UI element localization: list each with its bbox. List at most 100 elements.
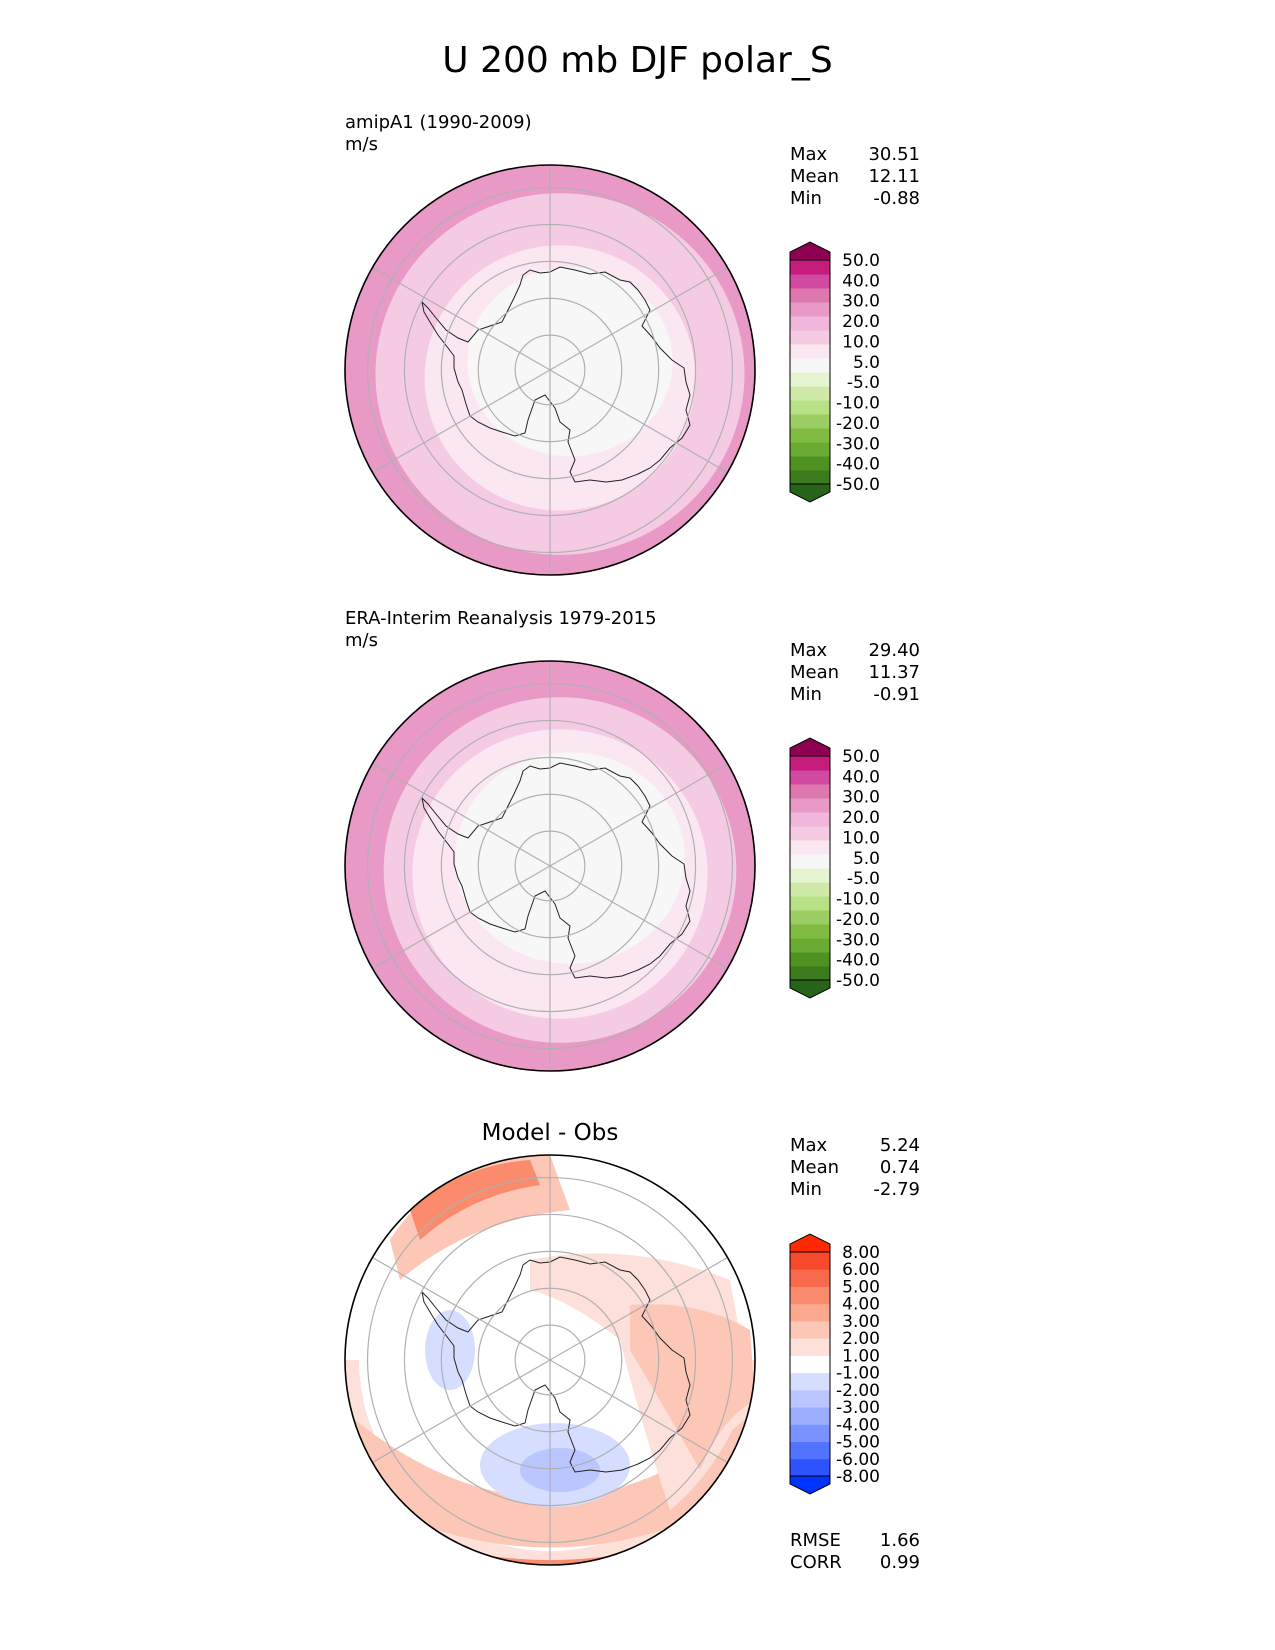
panel-3-meridian — [549, 1359, 728, 1464]
panel-3-colorbar-segment — [790, 1355, 830, 1374]
panel-1-meridian — [549, 369, 728, 474]
panel-3-metric-rmse: RMSE 1.66 — [790, 1530, 920, 1552]
panel-3-positive-south — [345, 1420, 755, 1548]
panel-1-colorbar-segment — [790, 316, 830, 331]
panel-2-colorbar-segment — [790, 910, 830, 925]
panel-2-colorbar-frame — [789, 755, 831, 981]
panel-2-colorbar-tick-label: -30.0 — [836, 930, 880, 950]
panel-3-difference-map — [344, 1154, 756, 1566]
panel-2-colorbar-tick-label: -40.0 — [836, 951, 880, 971]
panel-3-stat-min-label: Min — [790, 1179, 822, 1200]
panel-1-colorbar-segment — [790, 386, 830, 401]
panel-3-colorbar: -8.00-6.00-5.00-4.00-3.00-2.00-1.001.002… — [789, 1233, 880, 1495]
panel-3-graticule — [366, 1155, 734, 1565]
panel-2-stat-max-label: Max — [790, 640, 828, 661]
panel-2-stat-max-value: 29.40 — [868, 640, 920, 661]
panel-3-metric-corr-label: CORR — [790, 1552, 842, 1573]
panel-3-colorbar-tick-label: 1.00 — [842, 1346, 880, 1366]
panel-2-stat-max: Max 29.40 — [790, 640, 920, 662]
panel-1-colorbar-segment — [790, 470, 830, 485]
panel-1-map-boundary — [344, 164, 756, 576]
panel-3-colorbar-tick-label: 4.00 — [842, 1295, 880, 1315]
panel-3-metric-rmse-label: RMSE — [790, 1530, 841, 1551]
panel-1-stat-max-value: 30.51 — [868, 144, 920, 165]
panel-2-colorbar-segment — [790, 896, 830, 911]
panel-1-stats: Max 30.51 Mean 12.11 Min -0.88 — [790, 144, 920, 210]
panel-3-stat-mean-value: 0.74 — [879, 1157, 920, 1178]
panel-1-colorbar-segment — [790, 330, 830, 345]
panel-2-colorbar-tick-label: -20.0 — [836, 910, 880, 930]
panel-3-stats: Max 5.24 Mean 0.74 Min -2.79 — [790, 1135, 920, 1201]
panel-3-meridian — [372, 1359, 551, 1464]
panel-1-colorbar-tick-label: 20.0 — [842, 312, 880, 332]
panel-2-colorbar-segment — [790, 784, 830, 799]
panel-2-colorbar-segment — [790, 770, 830, 785]
panel-1-colorbar-extend-low — [789, 483, 831, 503]
panel-2-label: ERA-Interim Reanalysis 1979-2015 m/s — [345, 608, 657, 651]
panel-1-meridian — [549, 266, 728, 371]
panel-1-stat-mean-value: 12.11 — [868, 166, 920, 187]
panel-2-colorbar-segment — [790, 854, 830, 869]
panel-1-polar-map — [344, 164, 756, 576]
panel-3-colorbar-tick-label: 2.00 — [842, 1329, 880, 1349]
panel-2-colorbar-tick-label: -10.0 — [836, 890, 880, 910]
panel-1-colorbar-tick-label: -30.0 — [836, 434, 880, 454]
panel-2-graticule — [366, 661, 734, 1071]
panel-2-stat-min: Min -0.91 — [790, 684, 920, 706]
panel-1-label: amipA1 (1990-2009) m/s — [345, 112, 532, 155]
panel-1-stat-mean-label: Mean — [790, 166, 840, 187]
panel-3-colorbar-segment — [790, 1286, 830, 1305]
panel-1-colorbar-segment — [790, 372, 830, 387]
panel-1-colorbar-tick-label: 5.0 — [853, 353, 880, 373]
panel-3-colorbar-tick-label: -6.00 — [836, 1450, 880, 1470]
panel-3-metric-corr: CORR 0.99 — [790, 1552, 920, 1574]
panel-3-colorbar-segment — [790, 1269, 830, 1287]
panel-3-stat-mean-label: Mean — [790, 1157, 840, 1178]
panel-2-meridian — [372, 865, 551, 970]
panel-3-colorbar-tick-label: -8.00 — [836, 1467, 880, 1487]
panel-3-colorbar-extend-high — [789, 1233, 831, 1253]
panel-2-colorbar-tick-label: -50.0 — [836, 971, 880, 991]
panel-1-graticule — [366, 165, 734, 575]
panel-2-stats: Max 29.40 Mean 11.37 Min -0.91 — [790, 640, 920, 706]
panel-2-stat-min-label: Min — [790, 684, 822, 705]
panel-1-colorbar-segment — [790, 274, 830, 289]
panel-3-metrics: RMSE 1.66 CORR 0.99 — [790, 1530, 920, 1574]
panel-3-stat-max: Max 5.24 — [790, 1135, 920, 1157]
panel-2-colorbar-segment — [790, 952, 830, 967]
panel-3-colorbar-tick-label: 3.00 — [842, 1312, 880, 1332]
panel-3-colorbar-tick-label: -1.00 — [836, 1364, 880, 1384]
panel-3-colorbar-segment — [790, 1424, 830, 1443]
panel-3-stat-max-value: 5.24 — [879, 1135, 920, 1156]
panel-3-colorbar-segment — [790, 1372, 830, 1391]
panel-2-colorbar-tick-label: 5.0 — [853, 849, 880, 869]
panel-1-colorbar-segment — [790, 302, 830, 317]
panel-2-colorbar-tick-label: 50.0 — [842, 747, 880, 767]
panel-3-colorbar-segment — [790, 1252, 830, 1270]
panel-1-colorbar-tick-label: 10.0 — [842, 332, 880, 352]
panel-2-antarctica-coastline — [421, 762, 691, 979]
panel-3-colorbar-tick-label: 5.00 — [842, 1277, 880, 1297]
panel-3-colorbar-segment — [790, 1389, 830, 1408]
panel-2-colorbar: -50.0-40.0-30.0-20.0-10.0-5.05.010.020.0… — [789, 737, 880, 999]
panel-1-colorbar-segment — [790, 400, 830, 415]
panel-1-colorbar-tick-label: -5.0 — [847, 373, 880, 393]
panel-1-colorbar-tick-label: -50.0 — [836, 475, 880, 495]
panel-2-polar-map — [344, 660, 756, 1072]
panel-1-colorbar: -50.0-40.0-30.0-20.0-10.0-5.05.010.020.0… — [789, 241, 880, 503]
panel-1-colorbar-tick-label: -20.0 — [836, 414, 880, 434]
panel-1-stat-mean: Mean 12.11 — [790, 166, 920, 188]
panel-1-stat-max-label: Max — [790, 144, 828, 165]
panel-1-meridian — [372, 266, 551, 371]
panel-1-colorbar-segment — [790, 428, 830, 443]
panel-1-colorbar-tick-label: -10.0 — [836, 394, 880, 414]
panel-2-colorbar-segment — [790, 826, 830, 841]
panel-1-colorbar-segment — [790, 358, 830, 373]
panel-3-colorbar-tick-label: -2.00 — [836, 1381, 880, 1401]
panel-1-colorbar-segment — [790, 288, 830, 303]
panel-1-colorbar-extend-high — [789, 241, 831, 261]
panel-3-metric-corr-value: 0.99 — [879, 1552, 920, 1573]
panel-1-colorbar-tick-label: 30.0 — [842, 292, 880, 312]
panel-3-colorbar-segment — [790, 1441, 830, 1460]
panel-2-colorbar-segment — [790, 812, 830, 827]
